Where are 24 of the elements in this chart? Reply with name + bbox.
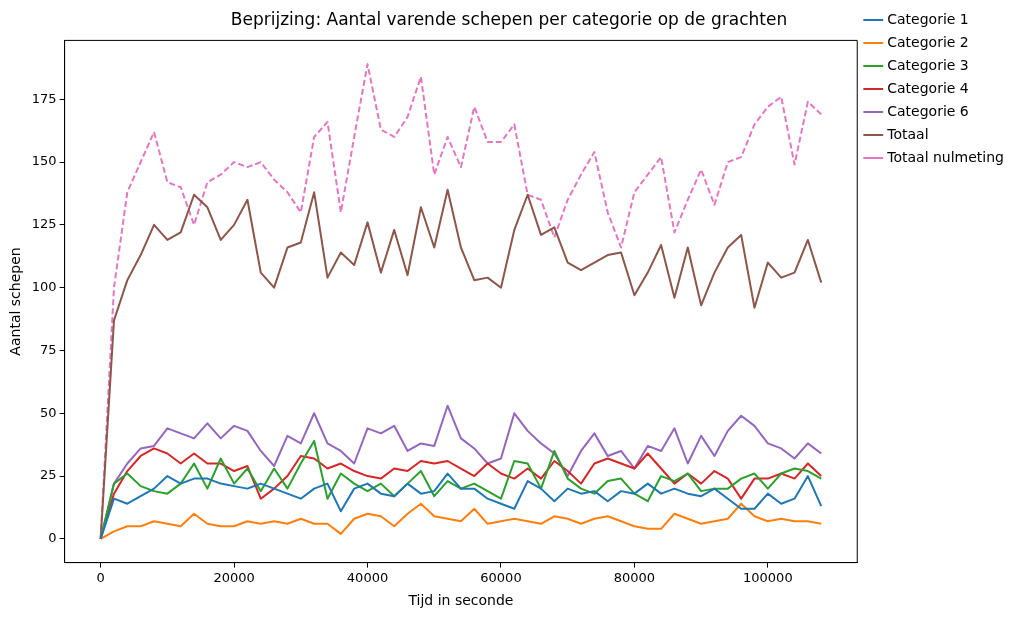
y-tick-label: 0 — [48, 530, 57, 546]
y-tick-label: 25 — [40, 467, 57, 483]
x-tick-label: 0 — [96, 569, 105, 585]
legend-label: Totaal — [886, 125, 929, 142]
x-axis-title: Tijd in seconde — [407, 592, 514, 609]
y-tick-label: 150 — [31, 153, 57, 169]
x-tick-label: 40000 — [346, 569, 389, 585]
y-tick-label: 100 — [31, 279, 57, 295]
y-axis-title: Aantal schepen — [7, 247, 24, 356]
x-tick-label: 60000 — [480, 569, 522, 585]
y-tick-label: 175 — [31, 90, 57, 106]
x-tick-label: 100000 — [743, 569, 793, 585]
x-tick-label: 20000 — [213, 569, 255, 585]
legend-label: Categorie 1 — [887, 10, 969, 27]
legend-label: Categorie 3 — [887, 56, 969, 73]
legend-label: Categorie 4 — [887, 79, 969, 96]
legend-label: Categorie 6 — [887, 102, 969, 119]
x-tick-label: 80000 — [613, 569, 656, 585]
legend-label: Totaal nulmeting — [886, 148, 1005, 165]
legend-label: Categorie 2 — [887, 33, 969, 50]
y-tick-label: 50 — [40, 404, 57, 420]
y-tick-label: 75 — [40, 341, 57, 357]
chart-title: Beprijzing: Aantal varende schepen per categorie op de grachten — [230, 8, 788, 29]
y-tick-label: 125 — [31, 216, 57, 232]
